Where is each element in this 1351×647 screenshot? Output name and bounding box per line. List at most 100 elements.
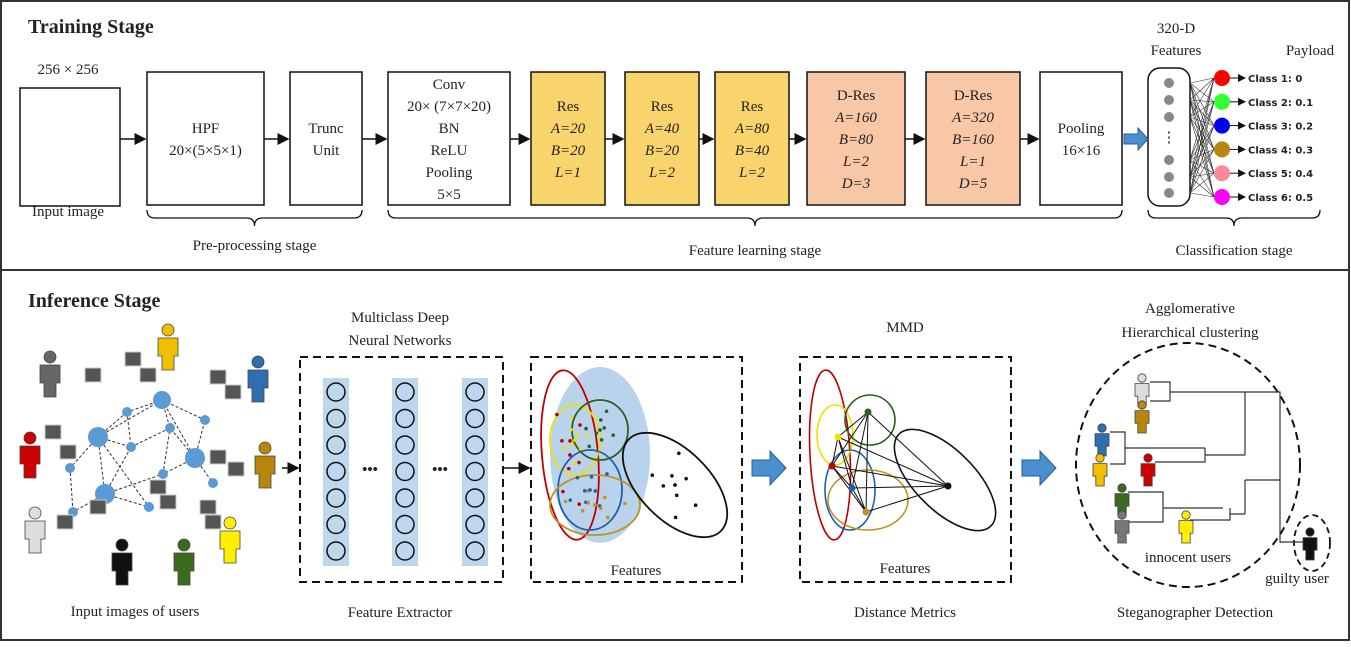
feature-point bbox=[560, 439, 564, 443]
image-thumb bbox=[210, 450, 226, 464]
clustering-title: Agglomerative bbox=[1145, 301, 1235, 317]
block-text: 16×16 bbox=[1062, 143, 1101, 159]
feature-point bbox=[572, 462, 576, 466]
input-image bbox=[20, 88, 120, 206]
block-text: Conv bbox=[433, 77, 466, 93]
block-text: Res bbox=[557, 99, 580, 115]
feature-point bbox=[623, 502, 627, 506]
feature-point bbox=[576, 476, 580, 480]
image-thumb bbox=[160, 495, 176, 509]
feature-point bbox=[570, 442, 574, 446]
user-head bbox=[178, 539, 190, 551]
block-text: A=160 bbox=[834, 110, 877, 126]
graph-node bbox=[165, 423, 175, 433]
feature-point bbox=[605, 472, 609, 476]
block-text: A=320 bbox=[951, 110, 994, 126]
user-body bbox=[1303, 538, 1317, 560]
layer-block bbox=[531, 72, 605, 205]
image-thumb bbox=[140, 368, 156, 382]
user-head bbox=[259, 442, 271, 454]
distance-line bbox=[868, 412, 948, 486]
user-head bbox=[29, 507, 41, 519]
feature-point bbox=[677, 451, 681, 455]
user-head bbox=[162, 324, 174, 336]
block-text: A=20 bbox=[550, 121, 586, 137]
user-head bbox=[1182, 511, 1190, 519]
graph-node bbox=[88, 427, 108, 447]
block-text: L=2 bbox=[842, 154, 869, 170]
ellipsis: ••• bbox=[362, 462, 378, 478]
users-label: Input images of users bbox=[71, 604, 200, 620]
layer-block bbox=[290, 72, 362, 205]
user-body bbox=[1093, 464, 1107, 486]
distance-line bbox=[838, 437, 948, 486]
cluster bbox=[845, 395, 895, 445]
features-label: 320-D bbox=[1157, 21, 1195, 37]
user-body bbox=[40, 365, 60, 397]
inference-group: •••••• bbox=[20, 324, 1330, 587]
network-title: Neural Networks bbox=[349, 333, 452, 349]
user-head bbox=[1138, 374, 1146, 382]
user-head bbox=[1144, 454, 1152, 462]
mmd-box bbox=[800, 357, 1011, 582]
brace bbox=[388, 210, 1122, 226]
block-text: Unit bbox=[313, 143, 341, 159]
training-group: HPF20×(5×5×1)TruncUnitConv20× (7×7×20)BN… bbox=[120, 70, 1320, 259]
class-label: Class 6: 0.5 bbox=[1248, 193, 1313, 204]
edge bbox=[127, 412, 131, 447]
mmd-features: Features bbox=[880, 561, 931, 577]
feature-point bbox=[605, 409, 609, 413]
user-body bbox=[25, 521, 45, 553]
feature-point bbox=[577, 461, 581, 465]
layer-block bbox=[625, 72, 699, 205]
user-body bbox=[1095, 434, 1109, 456]
centroid bbox=[835, 434, 842, 441]
class-label: Class 2: 0.1 bbox=[1248, 98, 1313, 109]
block-text: B=20 bbox=[645, 143, 680, 159]
neuron bbox=[1164, 172, 1174, 182]
graph-node bbox=[126, 442, 136, 452]
graph-node bbox=[122, 407, 132, 417]
feature-point bbox=[577, 502, 581, 506]
block-text: Res bbox=[651, 99, 674, 115]
feature-point bbox=[570, 415, 574, 419]
detection-label: Steganographer Detection bbox=[1117, 605, 1274, 621]
graph-node bbox=[185, 448, 205, 468]
image-thumb bbox=[200, 500, 216, 514]
edge bbox=[131, 428, 170, 447]
feature-point bbox=[578, 423, 582, 427]
centroid bbox=[945, 483, 952, 490]
feature-point bbox=[586, 501, 590, 505]
input-label: Input image bbox=[32, 204, 104, 220]
feature-point bbox=[650, 473, 654, 477]
feature-point bbox=[568, 498, 572, 502]
training-title: Training Stage bbox=[28, 16, 154, 38]
block-text: L=2 bbox=[648, 165, 675, 181]
user-body bbox=[1141, 464, 1155, 486]
feature-point bbox=[573, 438, 577, 442]
image-thumb bbox=[45, 425, 61, 439]
feature-point bbox=[606, 516, 610, 520]
user-body bbox=[1179, 521, 1193, 543]
feature-point bbox=[598, 428, 602, 432]
image-thumb bbox=[125, 352, 141, 366]
feature-point bbox=[561, 490, 565, 494]
edge bbox=[98, 400, 162, 437]
class-label: Class 3: 0.2 bbox=[1248, 122, 1313, 133]
thick-arrow bbox=[1124, 128, 1148, 150]
user-head bbox=[1098, 424, 1106, 432]
user-head bbox=[24, 432, 36, 444]
graph-node bbox=[200, 415, 210, 425]
block-text: D=5 bbox=[958, 176, 988, 192]
clustering-title: Hierarchical clustering bbox=[1121, 325, 1259, 341]
user-body bbox=[174, 553, 194, 585]
class-label: Class 1: 0 bbox=[1248, 74, 1302, 85]
feature-point bbox=[575, 433, 579, 437]
feature-point bbox=[584, 427, 588, 431]
user-head bbox=[224, 517, 236, 529]
feature-point bbox=[562, 446, 566, 450]
block-text: B=40 bbox=[735, 143, 770, 159]
graph-node bbox=[208, 478, 218, 488]
block-text: 20× (7×7×20) bbox=[407, 99, 491, 115]
cluster bbox=[817, 405, 853, 465]
